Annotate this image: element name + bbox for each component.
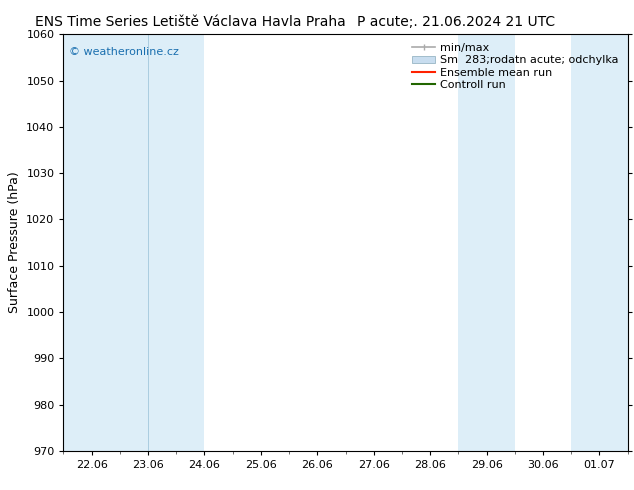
Text: P acute;. 21.06.2024 21 UTC: P acute;. 21.06.2024 21 UTC (358, 15, 555, 29)
Bar (571, 34, 628, 451)
Legend: min/max, Sm  283;rodatn acute; odchylka, Ensemble mean run, Controll run: min/max, Sm 283;rodatn acute; odchylka, … (409, 40, 622, 93)
Text: © weatheronline.cz: © weatheronline.cz (69, 47, 179, 57)
Bar (63, 34, 204, 451)
Y-axis label: Surface Pressure (hPa): Surface Pressure (hPa) (8, 172, 21, 314)
Text: ENS Time Series Letiště Václava Havla Praha: ENS Time Series Letiště Václava Havla Pr… (35, 15, 346, 29)
Bar (458, 34, 515, 451)
